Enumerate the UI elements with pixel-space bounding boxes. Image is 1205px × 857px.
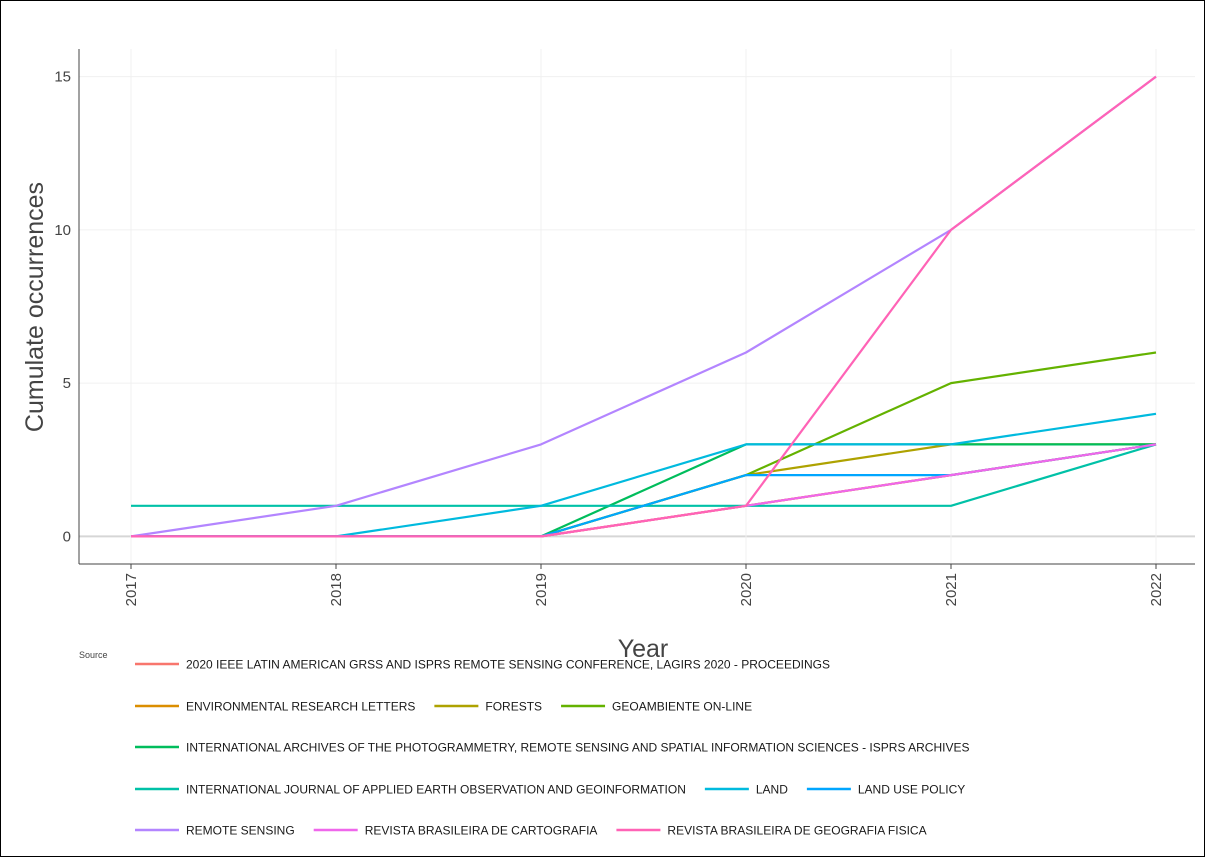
x-tick-label: 2019 (533, 573, 550, 606)
y-tick-label: 15 (54, 69, 71, 86)
x-tick-label: 2022 (1148, 573, 1165, 606)
legend-label-10: REVISTA BRASILEIRA DE CARTOGRAFIA (365, 824, 598, 838)
legend-label-6: INTERNATIONAL JOURNAL OF APPLIED EARTH O… (186, 783, 686, 797)
gridlines (79, 49, 1195, 569)
x-tick-label: 2020 (738, 573, 755, 606)
x-tick-label: 2021 (943, 573, 960, 606)
legend: 2020 IEEE LATIN AMERICAN GRSS AND ISPRS … (135, 658, 969, 838)
legend-title: Source (79, 650, 108, 660)
y-tick-label: 0 (63, 528, 71, 545)
legend-label-4: GEOAMBIENTE ON-LINE (612, 700, 752, 714)
y-axis-title: Cumulate occurrences (21, 182, 49, 432)
axes (78, 49, 1195, 565)
series-lines (130, 75, 1157, 538)
legend-label-7: LAND (756, 783, 788, 797)
legend-label-9: REMOTE SENSING (186, 824, 295, 838)
y-tick-label: 5 (63, 375, 71, 392)
series-line-7 (131, 412, 1157, 538)
x-tick-label: 2018 (328, 573, 345, 606)
x-tick-label: 2017 (123, 573, 140, 606)
legend-label-1: 2020 IEEE LATIN AMERICAN GRSS AND ISPRS … (186, 658, 830, 672)
legend-label-5: INTERNATIONAL ARCHIVES OF THE PHOTOGRAMM… (186, 741, 969, 755)
legend-label-2: ENVIRONMENTAL RESEARCH LETTERS (186, 700, 415, 714)
y-tick-label: 10 (54, 222, 71, 239)
x-axis-title: Year (618, 635, 669, 663)
series-line-11 (131, 75, 1157, 538)
y-tick-labels: 0 5 10 15 (54, 69, 71, 546)
legend-label-8: LAND USE POLICY (858, 783, 965, 797)
legend-label-11: REVISTA BRASILEIRA DE GEOGRAFIA FISICA (667, 824, 926, 838)
legend-label-3: FORESTS (485, 700, 542, 714)
x-tick-labels: 2017 2018 2019 2020 2021 2022 (123, 573, 1165, 606)
